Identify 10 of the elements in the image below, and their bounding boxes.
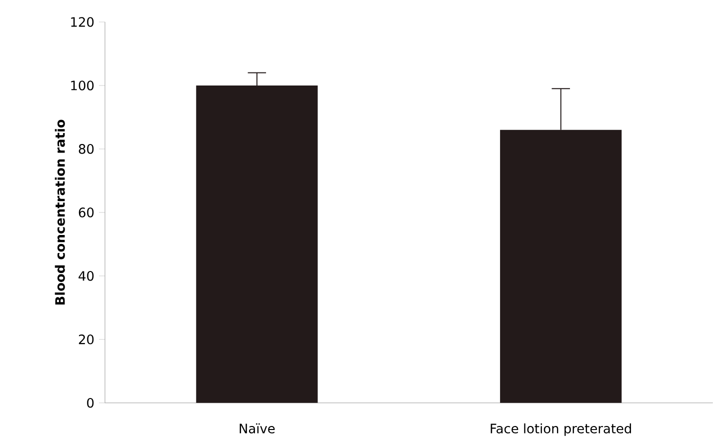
- y-tick-label: 120: [71, 17, 94, 27]
- x-tick-label: Naïve: [240, 423, 275, 434]
- y-tick-label: 100: [71, 80, 94, 90]
- y-tick-label: 40: [78, 271, 94, 281]
- y-tick-label: 60: [78, 208, 94, 218]
- y-axis-title: Blood concentration ratio: [54, 120, 65, 305]
- y-tick-label: 0: [87, 398, 94, 408]
- y-tick-label: 20: [78, 334, 94, 344]
- y-tick-label: 80: [78, 144, 94, 154]
- x-tick-label: Face lotion preterated: [490, 423, 631, 436]
